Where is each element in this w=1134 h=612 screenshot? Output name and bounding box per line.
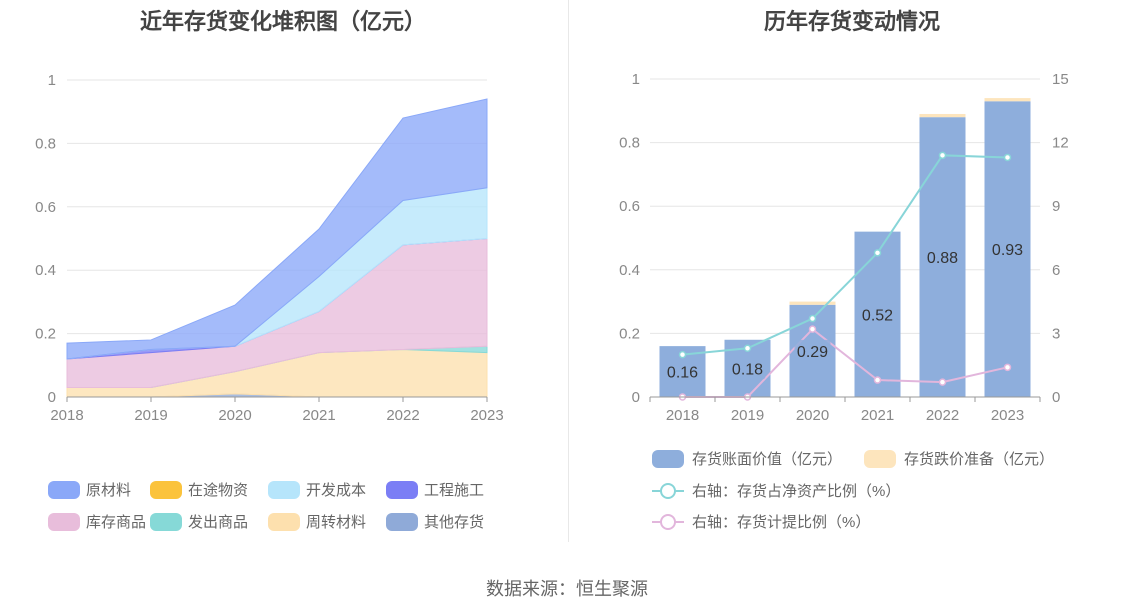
- legend-label: 工程施工: [424, 482, 484, 499]
- bar-label-bg: [989, 238, 1026, 261]
- legend-swatch: [150, 481, 182, 499]
- x-tick-label: 2021: [302, 407, 335, 424]
- y-tick-label: 0.6: [35, 199, 56, 216]
- legend-label: 右轴：存货计提比例（%）: [692, 514, 870, 531]
- legend-label: 存货跌价准备（亿元）: [904, 451, 1054, 468]
- legend-marker: [660, 483, 676, 499]
- stacked-area-chart: 0 0.2 0.4 0.6 0.8 1 2018 2019 2020 2021 2022 2023 原材…: [35, 72, 504, 531]
- bar-data-label: 0.29: [797, 344, 828, 361]
- y2-tick-label: 3: [1052, 325, 1060, 342]
- legend-swatch: [48, 481, 80, 499]
- x-tick-label: 2023: [470, 407, 503, 424]
- legend-label: 库存商品: [86, 514, 146, 531]
- bar-label-bg: [664, 360, 701, 383]
- bar-impairment: [919, 113, 966, 118]
- line-point: [938, 378, 947, 386]
- y-tick-label: 1: [48, 72, 56, 89]
- legend-swatch: [864, 450, 896, 468]
- legend-label: 发出商品: [188, 514, 248, 531]
- x-tick-label: 2019: [134, 407, 167, 424]
- line-point: [873, 376, 882, 384]
- legend-label: 开发成本: [306, 482, 366, 499]
- y-tick-label: 0.8: [619, 135, 640, 152]
- y-tick-label: 1: [632, 71, 640, 88]
- bar-data-label: 0.18: [732, 361, 763, 378]
- bar-line-panel: 历年存货变动情况 0 0.2 0.4 0.6 0.8 1 0 3 6 9 12 15 0.16 0.18 0…: [570, 0, 1134, 560]
- y-tick-label: 0.2: [619, 325, 640, 342]
- bar-data-label: 0.52: [862, 307, 893, 324]
- x-tick-label: 2019: [731, 407, 764, 424]
- legend-swatch: [48, 513, 80, 531]
- x-tick-label: 2022: [386, 407, 419, 424]
- y-tick-label: 0: [632, 389, 640, 406]
- bar-data-label: 0.88: [927, 250, 958, 267]
- bar-data-label: 0.93: [992, 242, 1023, 259]
- legend-swatch: [268, 481, 300, 499]
- line-point: [678, 350, 687, 359]
- right-chart-title: 历年存货变动情况: [763, 9, 940, 34]
- line-point: [1003, 363, 1012, 372]
- legend-swatch: [150, 513, 182, 531]
- line-series: [682, 154, 1008, 356]
- legend-label: 在途物资: [188, 482, 248, 499]
- bar-label-bg: [859, 303, 896, 326]
- x-tick-label: 2018: [666, 407, 699, 424]
- legend-label: 右轴：存货占净资产比例（%）: [692, 483, 900, 500]
- left-chart-title: 近年存货变化堆积图（亿元）: [139, 9, 426, 34]
- x-tick-label: 2020: [796, 407, 829, 424]
- legend-label: 原材料: [86, 482, 131, 499]
- x-tick-label: 2023: [991, 407, 1024, 424]
- line-point: [743, 344, 752, 352]
- y2-tick-label: 6: [1052, 262, 1060, 279]
- line-point: [808, 325, 817, 333]
- line-point: [938, 151, 947, 160]
- y-tick-label: 0.2: [35, 326, 56, 343]
- legend-swatch: [386, 513, 418, 531]
- legend-swatch: [652, 450, 684, 468]
- bar-impairment: [789, 301, 836, 305]
- stacked-area-panel: 近年存货变化堆积图（亿元） 0 0.2 0.4 0.6 0.8 1 2018 2019 2020…: [0, 0, 566, 560]
- y2-tick-label: 0: [1052, 389, 1060, 406]
- legend-marker: [660, 514, 676, 530]
- line-point: [873, 249, 882, 257]
- legend-swatch: [268, 513, 300, 531]
- x-tick-label: 2021: [861, 407, 894, 424]
- line-point: [1003, 153, 1012, 162]
- legend-label: 周转材料: [306, 514, 366, 531]
- x-tick-label: 2020: [218, 407, 251, 424]
- y2-tick-label: 15: [1052, 71, 1069, 88]
- y-tick-label: 0: [48, 389, 56, 406]
- bar-data-label: 0.16: [667, 365, 698, 382]
- panel-divider: [568, 0, 569, 542]
- legend-label: 存货账面价值（亿元）: [692, 451, 842, 468]
- legend-label: 其他存货: [424, 514, 484, 531]
- bar-line-chart: 0 0.2 0.4 0.6 0.8 1 0 3 6 9 12 15 0.16 0.18 0.29 0.52 0.…: [619, 71, 1069, 531]
- bar-impairment: [984, 98, 1031, 102]
- area-series: [66, 98, 488, 360]
- line-point: [808, 314, 817, 323]
- bar-label-bg: [794, 339, 831, 362]
- bar-label-bg: [729, 357, 766, 380]
- y-tick-label: 0.6: [619, 198, 640, 215]
- y2-tick-label: 9: [1052, 198, 1060, 215]
- x-tick-label: 2018: [50, 407, 83, 424]
- y-tick-label: 0.4: [35, 262, 56, 279]
- y2-tick-label: 12: [1052, 135, 1069, 152]
- y-tick-label: 0.8: [35, 135, 56, 152]
- bar-label-bg: [924, 246, 961, 269]
- y-tick-label: 0.4: [619, 262, 640, 279]
- data-source-note: 数据来源：恒生聚源: [486, 579, 648, 599]
- legend-swatch: [386, 481, 418, 499]
- x-tick-label: 2022: [926, 407, 959, 424]
